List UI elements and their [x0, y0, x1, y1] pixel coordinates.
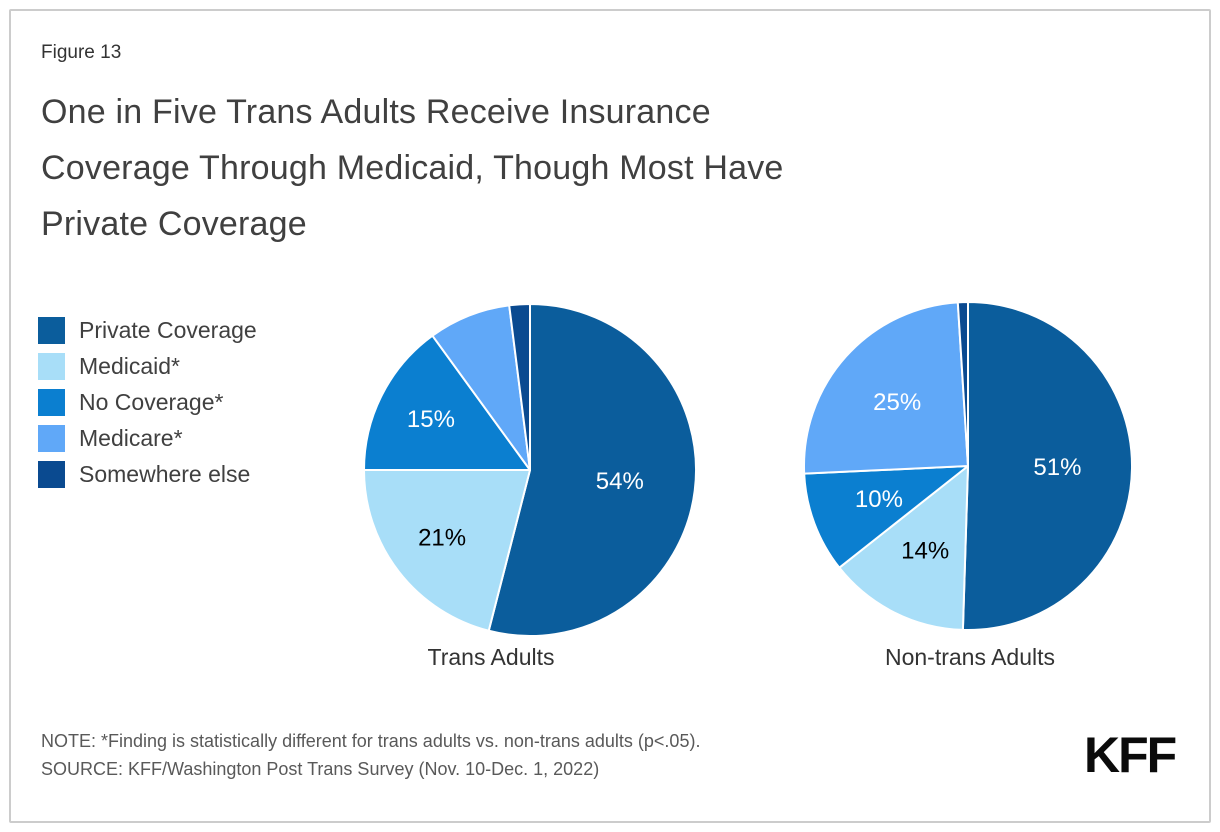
pie-slice-somewhere-else	[956, 301, 969, 467]
pie-slice-label: 15%	[407, 406, 455, 433]
pie-slice-medicaid	[838, 465, 969, 631]
pie-slice-no-coverage	[363, 334, 531, 471]
pie-slice-private-coverage	[487, 303, 697, 637]
legend-swatch-no-coverage	[38, 389, 65, 416]
page-title: One in Five Trans Adults Receive Insuran…	[41, 84, 784, 252]
legend-item-private: Private Coverage	[38, 317, 257, 344]
pie-slice-label: 54%	[596, 468, 644, 495]
legend-swatch-somewhere-else	[38, 461, 65, 488]
legend-label-private: Private Coverage	[79, 317, 257, 343]
pie-chart-non-trans-adults: 51% 14% 10% 25%	[803, 301, 1133, 631]
title-line-2: Coverage Through Medicaid, Though Most H…	[41, 149, 784, 187]
pie-slice-medicare	[803, 301, 969, 475]
legend-item-somewhere-else: Somewhere else	[38, 461, 257, 488]
legend: Private Coverage Medicaid* No Coverage* …	[38, 317, 257, 497]
legend-swatch-medicare	[38, 425, 65, 452]
legend-item-medicaid: Medicaid*	[38, 353, 257, 380]
pie-slice-somewhere-else	[508, 303, 531, 471]
legend-swatch-medicaid	[38, 353, 65, 380]
title-line-3: Private Coverage	[41, 205, 307, 243]
legend-swatch-private	[38, 317, 65, 344]
pie-slice-label: 14%	[901, 538, 949, 565]
figure-number-label: Figure 13	[41, 42, 122, 63]
pie-slice-label: 10%	[855, 486, 903, 513]
legend-label-no-coverage: No Coverage*	[79, 389, 224, 415]
title-line-1: One in Five Trans Adults Receive Insuran…	[41, 93, 711, 131]
pie-slice-private-coverage	[961, 301, 1133, 631]
legend-item-no-coverage: No Coverage*	[38, 389, 257, 416]
pie-slice-label: 21%	[418, 525, 466, 552]
legend-label-somewhere-else: Somewhere else	[79, 461, 251, 487]
legend-label-medicare: Medicare*	[79, 425, 183, 451]
kff-logo: KFF	[1084, 727, 1177, 783]
pie-chart-trans-adults: 54% 21% 15%	[360, 300, 700, 640]
legend-item-medicare: Medicare*	[38, 425, 257, 452]
pie-slice-no-coverage	[803, 465, 969, 569]
chart-caption-trans-adults: Trans Adults	[427, 644, 555, 670]
pie-slice-medicaid	[363, 469, 531, 632]
pie-slice-label: 51%	[1033, 454, 1081, 481]
legend-label-medicaid: Medicaid*	[79, 353, 180, 379]
source-text: SOURCE: KFF/Washington Post Trans Survey…	[41, 759, 600, 779]
chart-caption-non-trans-adults: Non-trans Adults	[884, 644, 1056, 670]
pie-slice-label: 25%	[873, 389, 921, 416]
footnote-text: NOTE: *Finding is statistically differen…	[41, 731, 701, 751]
